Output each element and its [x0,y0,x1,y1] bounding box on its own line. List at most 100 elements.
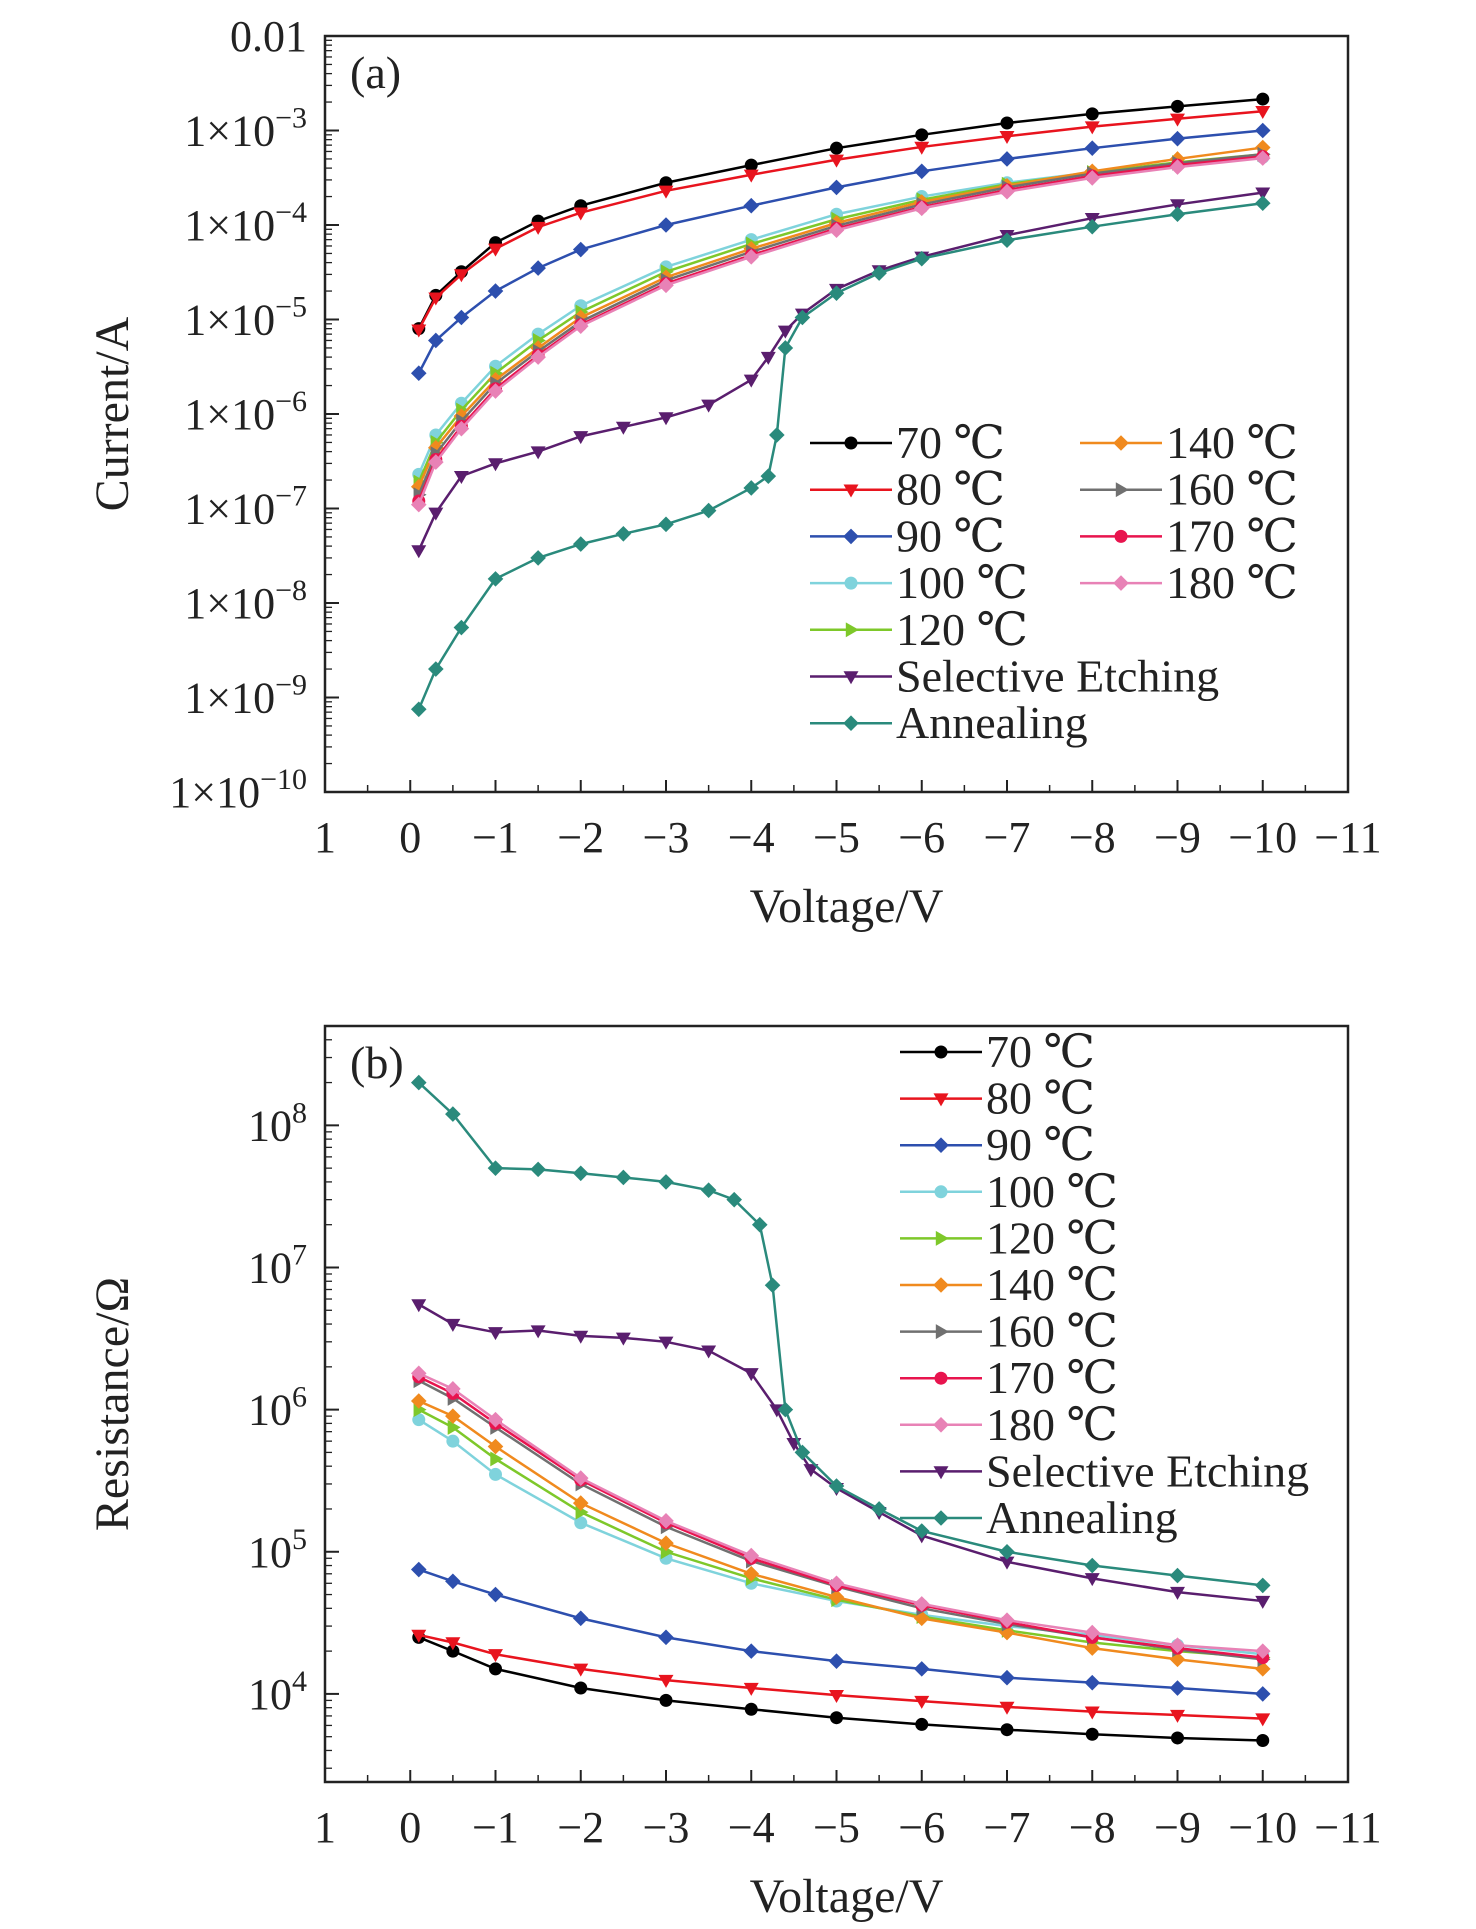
data-point [453,309,470,326]
data-point [914,141,930,155]
data-point [1170,1709,1185,1723]
data-point [777,325,793,339]
legend-marker [1114,529,1128,543]
data-point [828,1478,845,1494]
legend-marker [934,1371,948,1385]
legend-entry: Selective Etching [810,651,1219,702]
data-point [410,1393,427,1409]
x-axis-title: Voltage/V [750,1870,944,1923]
x-tick-label: −10 [1228,1803,1297,1852]
legend-marker [1113,435,1129,451]
legend-label: 140 ℃ [1166,417,1298,468]
series-9 [411,187,1271,559]
y-tick-label: 1×10−3 [184,102,307,156]
y-tick-base: 1×10 [184,201,275,250]
data-point [1085,1727,1099,1741]
x-tick-label: −7 [984,813,1031,862]
data-point [1171,1731,1184,1745]
x-axis-title: Voltage/V [750,880,944,933]
data-point [913,1523,930,1539]
data-point [410,478,427,495]
series-line [418,1636,1263,1742]
y-tick-base: 10 [248,1101,292,1150]
data-point [658,185,674,199]
series-line [418,1372,1263,1653]
data-point [1169,206,1186,223]
legend-label: 80 ℃ [896,464,1005,515]
legend-label: 120 ℃ [986,1212,1118,1263]
data-point [871,1501,887,1517]
data-point [828,1575,845,1592]
legend-entry: 160 ℃ [1080,464,1298,515]
data-point [1084,1640,1101,1656]
y-tick-label: 1×10−4 [184,196,307,250]
y-tick-label: 1×10−10 [169,763,307,817]
legend-marker [843,484,859,498]
legend-marker [934,1045,948,1059]
chart-panel-a: 1 0 −1 −2 −3 −4 −5 −6 −7 −8 −9 −10 −110.011×10−31×10… [86,12,1382,933]
series-10 [410,195,1271,718]
series-8 [410,150,1271,513]
y-tick-exponent: 7 [292,1238,307,1271]
legend-marker [933,1137,949,1153]
x-tick-label: −2 [557,813,604,862]
data-point [1255,1595,1271,1609]
legend-marker [935,1230,949,1246]
data-point [412,1413,426,1427]
data-point [411,545,427,559]
legend-label: 100 ℃ [986,1166,1118,1217]
data-point [999,232,1015,249]
series-line [417,153,1263,483]
legend-marker [933,1417,949,1433]
data-point [1169,1637,1186,1654]
data-point [999,1543,1015,1560]
data-point [760,351,776,365]
y-tick-exponent: −4 [275,196,307,229]
data-point [615,525,632,542]
data-point [447,1419,461,1435]
data-point [487,1411,504,1428]
data-point [572,318,589,334]
data-point [915,1717,929,1731]
data-point [445,1106,461,1122]
legend-label: 180 ℃ [1166,557,1298,608]
legend-marker [843,715,859,731]
data-point [658,1629,674,1646]
data-point [915,128,929,142]
series-2 [410,122,1271,382]
x-tick-label: −6 [898,1803,945,1852]
legend-entry: 70 ℃ [900,1026,1095,1077]
data-point [743,1547,760,1564]
data-point [411,1299,427,1313]
data-point [794,309,811,326]
legend-entry: 170 ℃ [900,1352,1118,1403]
data-point [743,197,760,214]
data-point [1256,1734,1270,1748]
y-axis-title: Resistance/Ω [86,1277,139,1531]
legend-entry: Annealing [900,1492,1178,1543]
data-point [572,241,589,258]
data-point [530,550,546,566]
data-point [828,222,845,239]
data-point [828,1653,845,1669]
data-point [658,217,674,233]
data-point [913,250,930,267]
data-point [488,243,503,257]
x-tick-label: 1 [314,813,336,862]
data-point [744,158,758,172]
x-tick-label: −5 [813,813,860,862]
data-point [410,1561,427,1578]
y-tick-exponent: 5 [292,1523,307,1556]
legend-entry: 140 ℃ [1080,417,1298,468]
legend-marker [844,436,858,450]
series-line [418,1408,1263,1659]
legend-entry: 160 ℃ [900,1306,1118,1357]
legend-label: 170 ℃ [1166,510,1298,561]
data-point [488,1327,503,1341]
legend-entry: Annealing [810,697,1088,748]
data-point [572,536,589,552]
data-point [794,1444,811,1461]
data-point [1170,1586,1185,1600]
data-point [1256,92,1270,106]
